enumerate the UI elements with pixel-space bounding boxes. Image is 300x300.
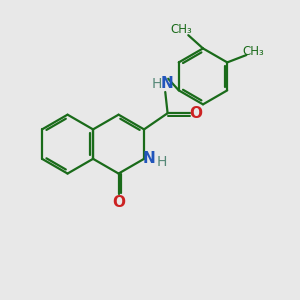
Text: H: H — [157, 155, 167, 170]
Text: O: O — [112, 195, 125, 210]
Text: O: O — [190, 106, 203, 121]
Text: CH₃: CH₃ — [243, 45, 265, 58]
Text: N: N — [160, 76, 173, 91]
Text: N: N — [143, 151, 156, 166]
Text: CH₃: CH₃ — [170, 23, 192, 36]
Text: H: H — [152, 77, 162, 91]
